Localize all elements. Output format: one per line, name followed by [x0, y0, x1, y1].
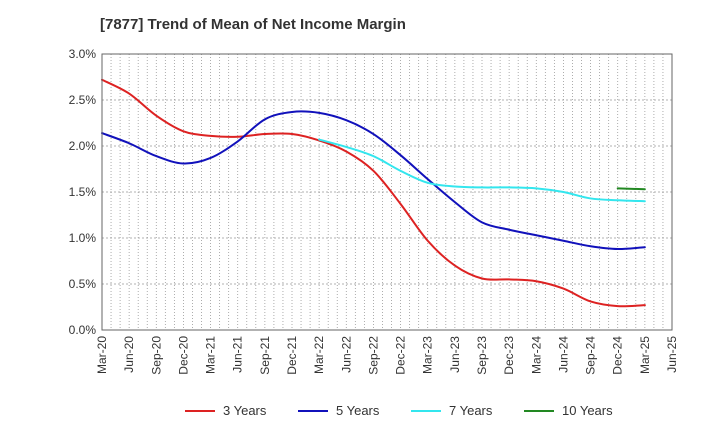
legend-label-7-years: 7 Years	[449, 403, 493, 418]
x-tick-label: Mar-23	[421, 336, 435, 374]
y-tick-label: 2.0%	[69, 139, 97, 153]
y-tick-label: 1.0%	[69, 231, 97, 245]
x-tick-label: Mar-20	[95, 336, 109, 374]
y-tick-label: 0.0%	[69, 323, 97, 337]
y-tick-label: 2.5%	[69, 93, 97, 107]
x-tick-label: Sep-21	[258, 336, 272, 375]
chart-title: [7877] Trend of Mean of Net Income Margi…	[100, 16, 406, 33]
series-lines	[101, 78, 646, 308]
axes: 0.0% 0.5% 1.0% 1.5% 2.0% 2.5% 3.0% Mar-20 Jun-20…	[69, 47, 679, 375]
y-tick-label: 0.5%	[69, 277, 97, 291]
x-tick-label: Dec-22	[394, 336, 408, 375]
series-line-5-years	[101, 110, 646, 251]
series-line-7-years	[318, 138, 646, 203]
x-tick-label: Dec-21	[285, 336, 299, 375]
series-line-10-years	[616, 187, 646, 191]
series-line-3-years	[101, 78, 646, 308]
legend-label-3-years: 3 Years	[223, 403, 267, 418]
legend: 3 Years 5 Years 7 Years 10 Years	[185, 403, 613, 418]
y-tick-label: 3.0%	[69, 47, 97, 61]
x-tick-label: Jun-23	[448, 336, 462, 373]
x-tick-label: Jun-21	[231, 336, 245, 373]
x-tick-label: Sep-24	[584, 336, 598, 375]
x-tick-label: Sep-22	[366, 336, 380, 375]
x-tick-label: Mar-22	[312, 336, 326, 374]
x-tick-label: Mar-21	[204, 336, 218, 374]
x-tick-label: Jun-25	[665, 336, 679, 373]
x-tick-label: Jun-24	[556, 336, 570, 373]
x-tick-label: Mar-24	[529, 336, 543, 374]
x-tick-label: Jun-22	[339, 336, 353, 373]
legend-label-10-years: 10 Years	[562, 403, 613, 418]
grid	[101, 53, 673, 331]
x-tick-label: Mar-25	[638, 336, 652, 374]
x-tick-label: Dec-20	[176, 336, 190, 375]
x-tick-label: Dec-23	[502, 336, 516, 375]
y-tick-label: 1.5%	[69, 185, 97, 199]
x-tick-label: Jun-20	[122, 336, 136, 373]
x-tick-label: Sep-23	[475, 336, 489, 375]
x-tick-label: Sep-20	[149, 336, 163, 375]
x-tick-label: Dec-24	[611, 336, 625, 375]
legend-label-5-years: 5 Years	[336, 403, 380, 418]
plot-border	[101, 53, 673, 331]
